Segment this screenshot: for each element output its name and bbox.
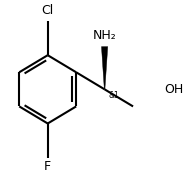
Text: Cl: Cl: [42, 4, 54, 17]
Text: &1: &1: [108, 92, 119, 101]
Polygon shape: [101, 47, 108, 89]
Text: OH: OH: [164, 83, 184, 96]
Text: NH₂: NH₂: [93, 29, 116, 42]
Text: F: F: [44, 161, 51, 173]
